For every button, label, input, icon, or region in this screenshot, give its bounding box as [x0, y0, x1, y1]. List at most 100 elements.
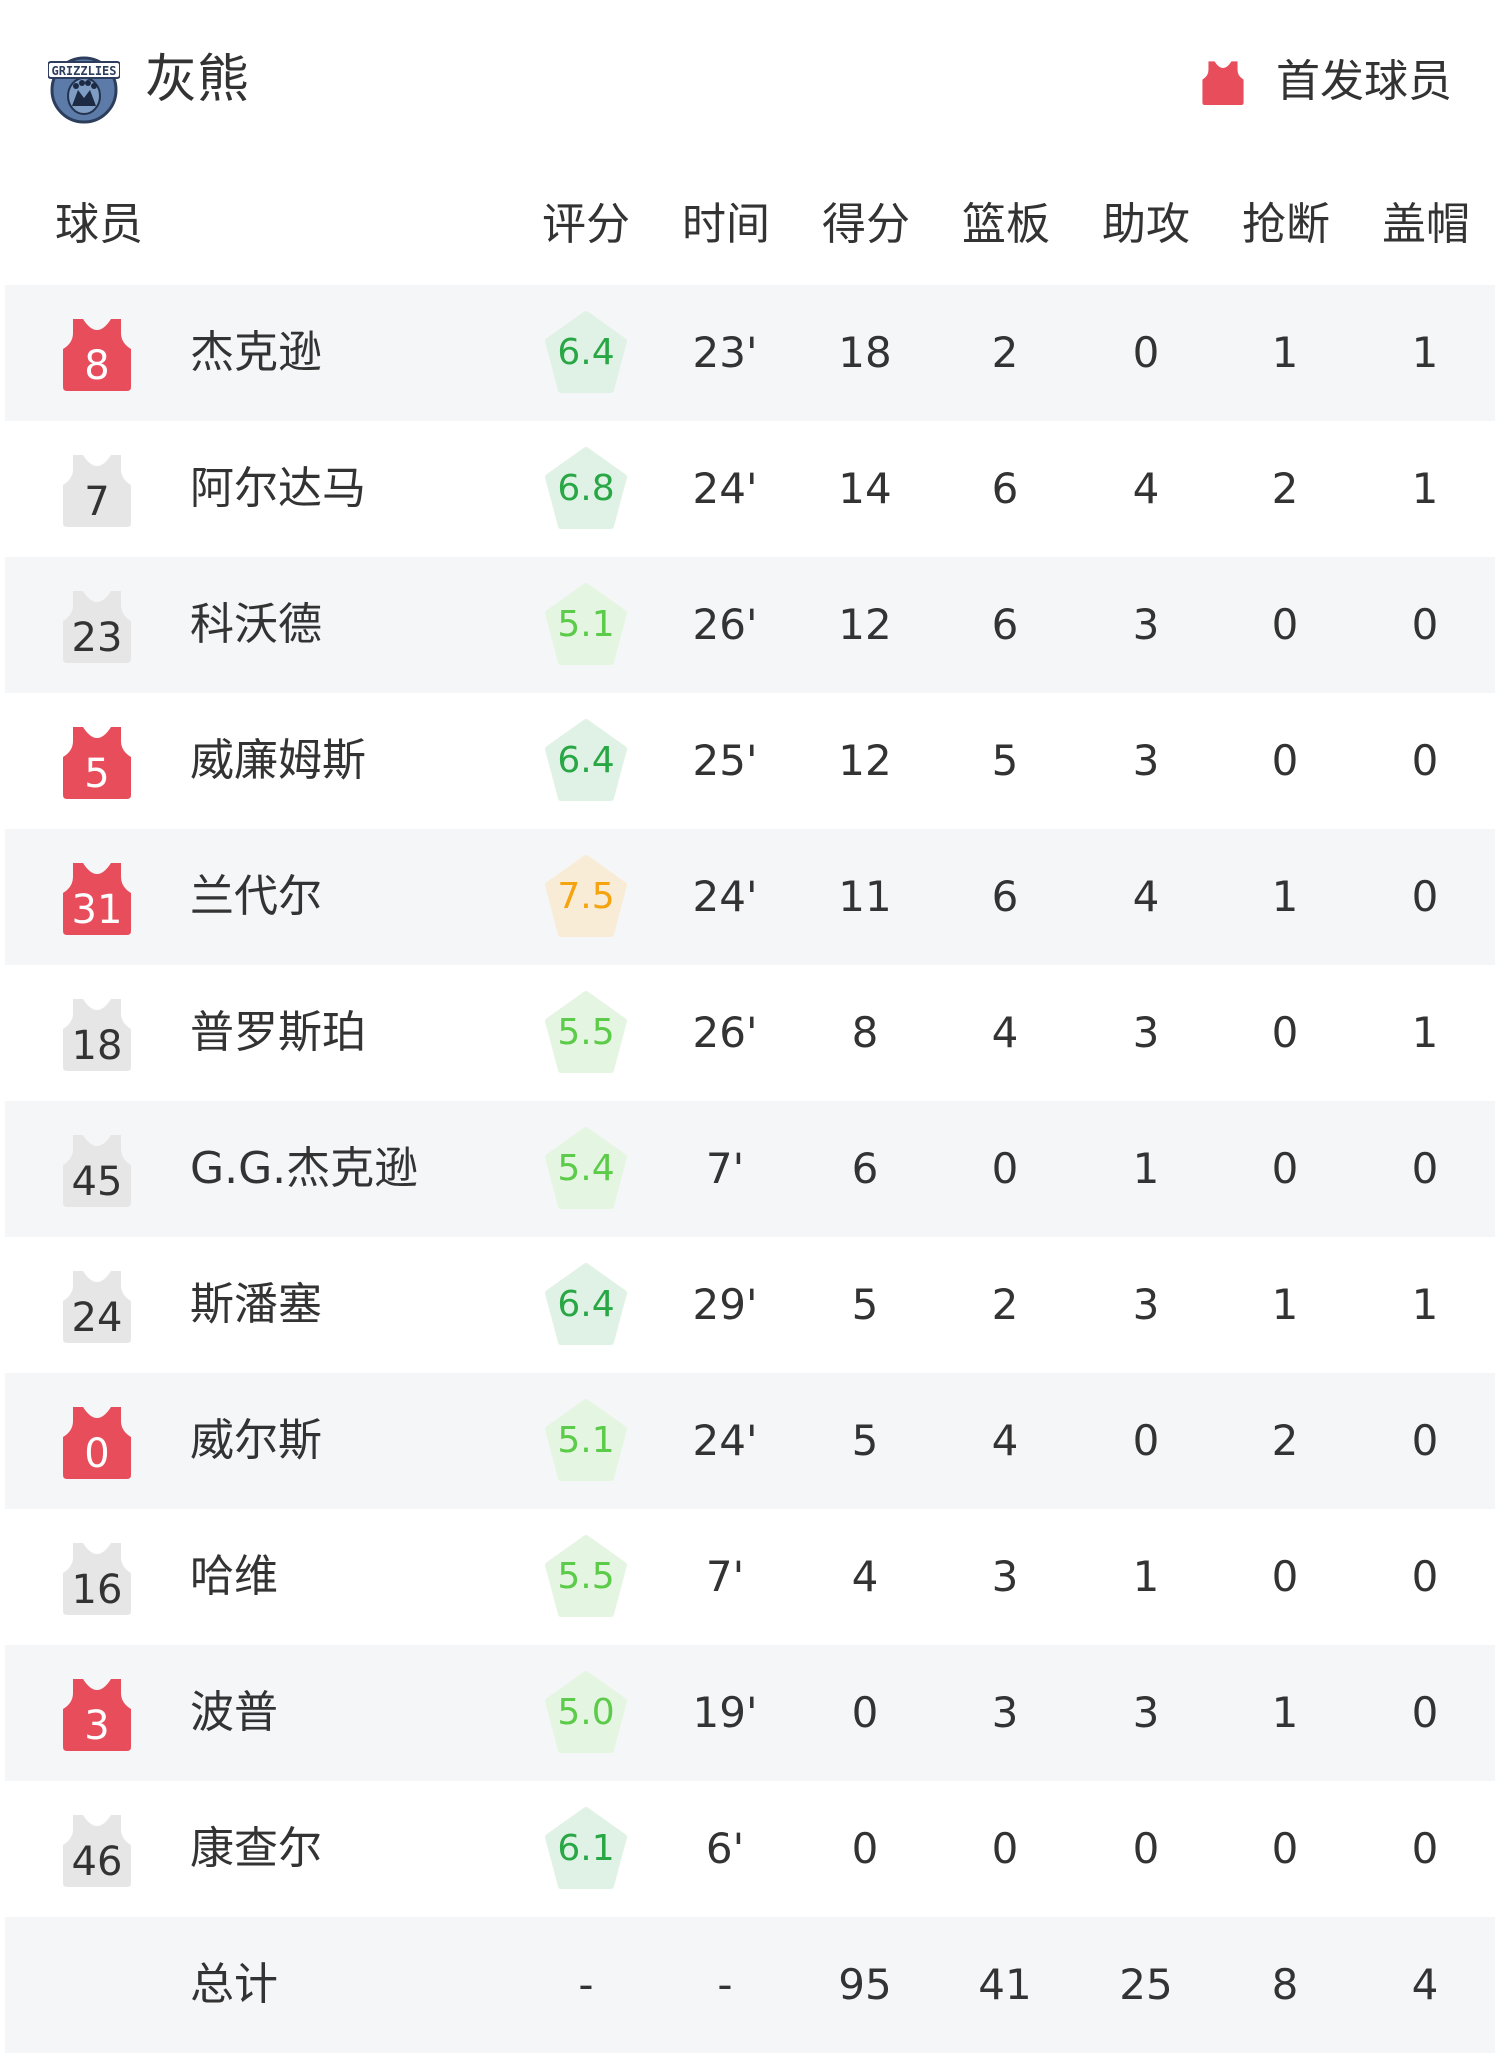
stat-points: 95: [838, 1960, 892, 2009]
player-name[interactable]: 杰克逊: [190, 327, 322, 378]
jersey-number: 16: [71, 1567, 123, 1613]
rating-badge: 5.4: [545, 1127, 627, 1209]
stat-rebounds: 2: [991, 1280, 1019, 1329]
column-header-rebounds[interactable]: 篮板: [962, 199, 1050, 250]
stat-blocks: 0: [1411, 600, 1439, 649]
column-header-rating[interactable]: 评分: [542, 199, 630, 250]
player-name[interactable]: 科沃德: [190, 599, 322, 650]
rating-badge: 7.5: [545, 855, 627, 937]
player-row[interactable]: 0 威尔斯 5.1 24' 5 4 0 2 0: [5, 1373, 1495, 1509]
stat-rebounds: 3: [991, 1552, 1019, 1601]
player-row[interactable]: 7 阿尔达马 6.8 24' 14 6 4 2 1: [5, 421, 1495, 557]
stat-rebounds: 6: [991, 872, 1019, 921]
stat-minutes: 26': [692, 600, 758, 649]
player-name[interactable]: 康查尔: [190, 1823, 322, 1874]
stat-blocks: 0: [1411, 1416, 1439, 1465]
player-row[interactable]: 5 威廉姆斯 6.4 25' 12 5 3 0 0: [5, 693, 1495, 829]
jersey-number: 18: [71, 1023, 123, 1069]
stat-assists: 3: [1132, 1280, 1160, 1329]
starter-legend-label: 首发球员: [1276, 56, 1452, 107]
stat-assists: 1: [1132, 1552, 1160, 1601]
player-name[interactable]: 波普: [190, 1687, 278, 1738]
stat-rebounds: 6: [991, 464, 1019, 513]
stat-steals: 0: [1271, 1008, 1299, 1057]
stat-steals: 2: [1271, 1416, 1299, 1465]
rating-value: 6.4: [557, 1284, 615, 1325]
player-row[interactable]: 23 科沃德 5.1 26' 12 6 3 0 0: [5, 557, 1495, 693]
rating-value: 5.5: [557, 1012, 615, 1053]
stat-points: 5: [851, 1280, 879, 1329]
totals-label: 总计: [190, 1959, 278, 2010]
totals-row: 总计 - - 95 41 25 8 4: [5, 1917, 1495, 2053]
stat-blocks: 1: [1411, 464, 1439, 513]
player-name[interactable]: 哈维: [190, 1551, 278, 1602]
column-header-blocks[interactable]: 盖帽: [1382, 199, 1470, 250]
team-header: GRIZZLIES 灰熊 首发球员: [0, 0, 1500, 170]
bench-jersey-icon: 18: [61, 995, 133, 1071]
column-header-player[interactable]: 球员: [55, 199, 143, 250]
player-name[interactable]: 斯潘塞: [190, 1279, 322, 1330]
column-header: 球员 评分 时间 得分 篮板 助攻 抢断 盖帽: [0, 190, 1500, 260]
player-row[interactable]: 16 哈维 5.5 7' 4 3 1 0 0: [5, 1509, 1495, 1645]
column-header-time[interactable]: 时间: [682, 199, 770, 250]
grizzlies-logo: GRIZZLIES: [48, 56, 120, 124]
stat-steals: 0: [1271, 1552, 1299, 1601]
jersey-number: 24: [71, 1295, 123, 1341]
svg-text:GRIZZLIES: GRIZZLIES: [51, 64, 116, 78]
player-row[interactable]: 8 杰克逊 6.4 23' 18 2 0 1 1: [5, 285, 1495, 421]
column-header-points[interactable]: 得分: [822, 199, 910, 250]
player-name[interactable]: 普罗斯珀: [190, 1007, 366, 1058]
player-row[interactable]: 3 波普 5.0 19' 0 3 3 1 0: [5, 1645, 1495, 1781]
stat-assists: 3: [1132, 1688, 1160, 1737]
stat-points: 18: [838, 328, 892, 377]
column-header-assists[interactable]: 助攻: [1102, 199, 1190, 250]
player-row[interactable]: 46 康查尔 6.1 6' 0 0 0 0 0: [5, 1781, 1495, 1917]
player-row[interactable]: 18 普罗斯珀 5.5 26' 8 4 3 0 1: [5, 965, 1495, 1101]
rating-value: 6.8: [557, 468, 615, 509]
jersey-icon: [1202, 61, 1244, 105]
stat-steals: 0: [1271, 1144, 1299, 1193]
stat-minutes: 24': [692, 872, 758, 921]
stat-rebounds: 5: [991, 736, 1019, 785]
starter-jersey-icon: 8: [61, 315, 133, 391]
stat-assists: 0: [1132, 328, 1160, 377]
rating-value: 7.5: [557, 876, 615, 917]
bench-jersey-icon: 16: [61, 1539, 133, 1615]
stat-assists: 25: [1119, 1960, 1173, 2009]
stat-rebounds: 4: [991, 1008, 1019, 1057]
bench-jersey-icon: 46: [61, 1811, 133, 1887]
column-header-steals[interactable]: 抢断: [1242, 199, 1330, 250]
player-name[interactable]: 阿尔达马: [190, 463, 366, 514]
player-row[interactable]: 45 G.G.杰克逊 5.4 7' 6 0 1 0 0: [5, 1101, 1495, 1237]
jersey-number: 3: [84, 1703, 110, 1749]
stat-blocks: 4: [1411, 1960, 1439, 2009]
starter-jersey-icon: 31: [61, 859, 133, 935]
stat-blocks: 1: [1411, 1008, 1439, 1057]
player-name[interactable]: 威尔斯: [190, 1415, 322, 1466]
rating-badge: 5.0: [545, 1671, 627, 1753]
stat-minutes: 24': [692, 1416, 758, 1465]
stat-assists: 3: [1132, 600, 1160, 649]
stat-rebounds: 4: [991, 1416, 1019, 1465]
rating-value: 5.1: [557, 604, 615, 645]
stat-points: 4: [851, 1552, 879, 1601]
stat-blocks: 0: [1411, 872, 1439, 921]
stat-minutes: 7': [705, 1552, 745, 1601]
player-name[interactable]: G.G.杰克逊: [190, 1143, 419, 1194]
rating-badge: 5.1: [545, 1399, 627, 1481]
stat-assists: 3: [1132, 1008, 1160, 1057]
player-name[interactable]: 威廉姆斯: [190, 735, 366, 786]
rating-badge: 6.1: [545, 1807, 627, 1889]
stat-minutes: 24': [692, 464, 758, 513]
player-row[interactable]: 24 斯潘塞 6.4 29' 5 2 3 1 1: [5, 1237, 1495, 1373]
player-row[interactable]: 31 兰代尔 7.5 24' 11 6 4 1 0: [5, 829, 1495, 965]
rating-badge: 6.8: [545, 447, 627, 529]
player-name[interactable]: 兰代尔: [190, 871, 322, 922]
bench-jersey-icon: 7: [61, 451, 133, 527]
rating-value: 5.0: [557, 1692, 615, 1733]
rating-value: 6.4: [557, 740, 615, 781]
stat-assists: 0: [1132, 1824, 1160, 1873]
stat-steals: 1: [1271, 1280, 1299, 1329]
stat-minutes: 6': [705, 1824, 745, 1873]
rating-badge: 6.4: [545, 311, 627, 393]
